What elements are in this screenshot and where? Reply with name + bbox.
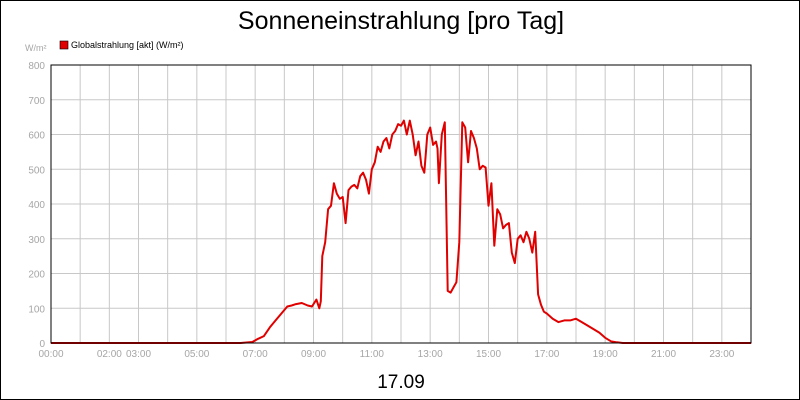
plot-area-border — [50, 64, 752, 344]
y-tick-label: 800 — [28, 61, 45, 72]
x-tick-label: 21:00 — [651, 349, 676, 360]
y-tick-label: 0 — [39, 339, 45, 350]
y-tick-label: 300 — [28, 235, 45, 246]
x-tick-label: 23:00 — [709, 349, 734, 360]
y-axis-unit: W/m² — [25, 43, 47, 53]
y-tick-label: 600 — [28, 131, 45, 142]
y-tick-label: 200 — [28, 270, 45, 281]
chart-title: Sonneneinstrahlung [pro Tag] — [238, 7, 564, 35]
x-axis-date-label: 17.09 — [377, 372, 425, 393]
x-tick-label: 05:00 — [184, 349, 209, 360]
x-tick-label: 13:00 — [418, 349, 443, 360]
x-tick-label: 11:00 — [360, 349, 385, 360]
y-tick-label: 400 — [28, 200, 45, 211]
x-tick-label: 00:00 — [38, 349, 63, 360]
x-tick-label: 17:00 — [534, 349, 559, 360]
x-tick-label: 07:00 — [243, 349, 268, 360]
y-tick-label: 100 — [28, 304, 45, 315]
x-tick-label: 19:00 — [593, 349, 618, 360]
y-tick-label: 500 — [28, 165, 45, 176]
x-axis-ticks: 00:00 02:00 03:00 05:00 07:00 09:00 11:00 13:00… — [38, 349, 734, 360]
x-tick-label: 03:00 — [126, 349, 151, 360]
series-layer — [51, 119, 751, 344]
grid — [51, 65, 751, 343]
x-tick-label: 15:00 — [476, 349, 501, 360]
legend-swatch — [59, 40, 69, 50]
legend-label: Globalstrahlung [akt] (W/m²) — [71, 40, 184, 50]
x-tick-label: 02:00 — [97, 349, 122, 360]
series-line-globalstrahlung — [51, 119, 751, 344]
x-tick-label: 09:00 — [301, 349, 326, 360]
y-axis-ticks: 0 100 200 300 400 500 600 700 800 — [28, 61, 45, 350]
y-tick-label: 700 — [28, 96, 45, 107]
legend: Globalstrahlung [akt] (W/m²) — [59, 40, 184, 50]
